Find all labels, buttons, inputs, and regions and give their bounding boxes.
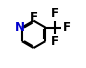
- Text: N: N: [15, 21, 25, 34]
- Text: F: F: [30, 11, 38, 24]
- Text: F: F: [51, 7, 59, 20]
- Text: F: F: [51, 35, 59, 48]
- Text: F: F: [63, 21, 71, 34]
